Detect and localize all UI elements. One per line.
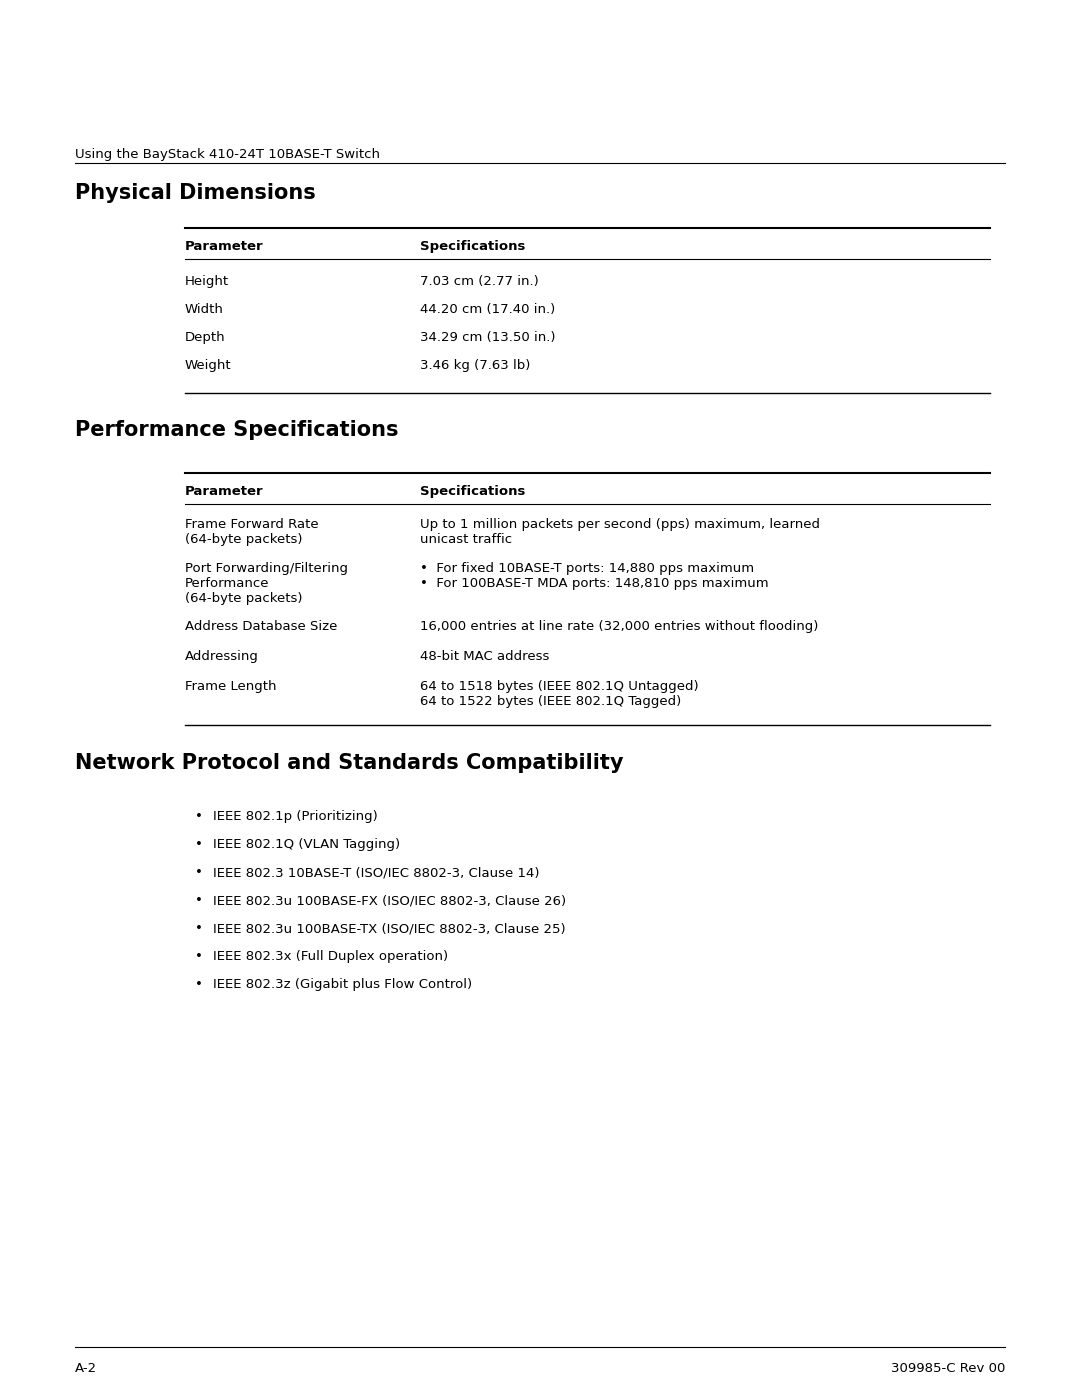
Text: Depth: Depth <box>185 331 226 344</box>
Text: Height: Height <box>185 275 229 288</box>
Text: Parameter: Parameter <box>185 240 264 253</box>
Text: Parameter: Parameter <box>185 485 264 497</box>
Text: •: • <box>195 978 203 990</box>
Text: Specifications: Specifications <box>420 485 525 497</box>
Text: 48-bit MAC address: 48-bit MAC address <box>420 650 550 664</box>
Text: 64 to 1518 bytes (IEEE 802.1Q Untagged): 64 to 1518 bytes (IEEE 802.1Q Untagged) <box>420 680 699 693</box>
Text: •: • <box>195 894 203 907</box>
Text: 3.46 kg (7.63 lb): 3.46 kg (7.63 lb) <box>420 359 530 372</box>
Text: 44.20 cm (17.40 in.): 44.20 cm (17.40 in.) <box>420 303 555 316</box>
Text: •: • <box>195 950 203 963</box>
Text: A-2: A-2 <box>75 1362 97 1375</box>
Text: Specifications: Specifications <box>420 240 525 253</box>
Text: Using the BayStack 410-24T 10BASE-T Switch: Using the BayStack 410-24T 10BASE-T Swit… <box>75 148 380 161</box>
Text: (64-byte packets): (64-byte packets) <box>185 534 302 546</box>
Text: Performance: Performance <box>185 577 270 590</box>
Text: •: • <box>195 838 203 851</box>
Text: IEEE 802.1Q (VLAN Tagging): IEEE 802.1Q (VLAN Tagging) <box>213 838 400 851</box>
Text: Frame Length: Frame Length <box>185 680 276 693</box>
Text: Port Forwarding/Filtering: Port Forwarding/Filtering <box>185 562 348 576</box>
Text: •: • <box>195 922 203 935</box>
Text: Performance Specifications: Performance Specifications <box>75 420 399 440</box>
Text: IEEE 802.3z (Gigabit plus Flow Control): IEEE 802.3z (Gigabit plus Flow Control) <box>213 978 472 990</box>
Text: IEEE 802.3x (Full Duplex operation): IEEE 802.3x (Full Duplex operation) <box>213 950 448 963</box>
Text: IEEE 802.1p (Prioritizing): IEEE 802.1p (Prioritizing) <box>213 810 378 823</box>
Text: Addressing: Addressing <box>185 650 259 664</box>
Text: unicast traffic: unicast traffic <box>420 534 512 546</box>
Text: IEEE 802.3u 100BASE-TX (ISO/IEC 8802-3, Clause 25): IEEE 802.3u 100BASE-TX (ISO/IEC 8802-3, … <box>213 922 566 935</box>
Text: IEEE 802.3 10BASE-T (ISO/IEC 8802-3, Clause 14): IEEE 802.3 10BASE-T (ISO/IEC 8802-3, Cla… <box>213 866 540 879</box>
Text: 16,000 entries at line rate (32,000 entries without flooding): 16,000 entries at line rate (32,000 entr… <box>420 620 819 633</box>
Text: 34.29 cm (13.50 in.): 34.29 cm (13.50 in.) <box>420 331 555 344</box>
Text: Address Database Size: Address Database Size <box>185 620 337 633</box>
Text: 7.03 cm (2.77 in.): 7.03 cm (2.77 in.) <box>420 275 539 288</box>
Text: •  For fixed 10BASE-T ports: 14,880 pps maximum: • For fixed 10BASE-T ports: 14,880 pps m… <box>420 562 754 576</box>
Text: (64-byte packets): (64-byte packets) <box>185 592 302 605</box>
Text: Frame Forward Rate: Frame Forward Rate <box>185 518 319 531</box>
Text: •: • <box>195 810 203 823</box>
Text: 64 to 1522 bytes (IEEE 802.1Q Tagged): 64 to 1522 bytes (IEEE 802.1Q Tagged) <box>420 694 681 708</box>
Text: Network Protocol and Standards Compatibility: Network Protocol and Standards Compatibi… <box>75 753 623 773</box>
Text: Width: Width <box>185 303 224 316</box>
Text: Weight: Weight <box>185 359 231 372</box>
Text: •  For 100BASE-T MDA ports: 148,810 pps maximum: • For 100BASE-T MDA ports: 148,810 pps m… <box>420 577 769 590</box>
Text: Up to 1 million packets per second (pps) maximum, learned: Up to 1 million packets per second (pps)… <box>420 518 820 531</box>
Text: 309985-C Rev 00: 309985-C Rev 00 <box>891 1362 1005 1375</box>
Text: Physical Dimensions: Physical Dimensions <box>75 183 315 203</box>
Text: •: • <box>195 866 203 879</box>
Text: IEEE 802.3u 100BASE-FX (ISO/IEC 8802-3, Clause 26): IEEE 802.3u 100BASE-FX (ISO/IEC 8802-3, … <box>213 894 566 907</box>
